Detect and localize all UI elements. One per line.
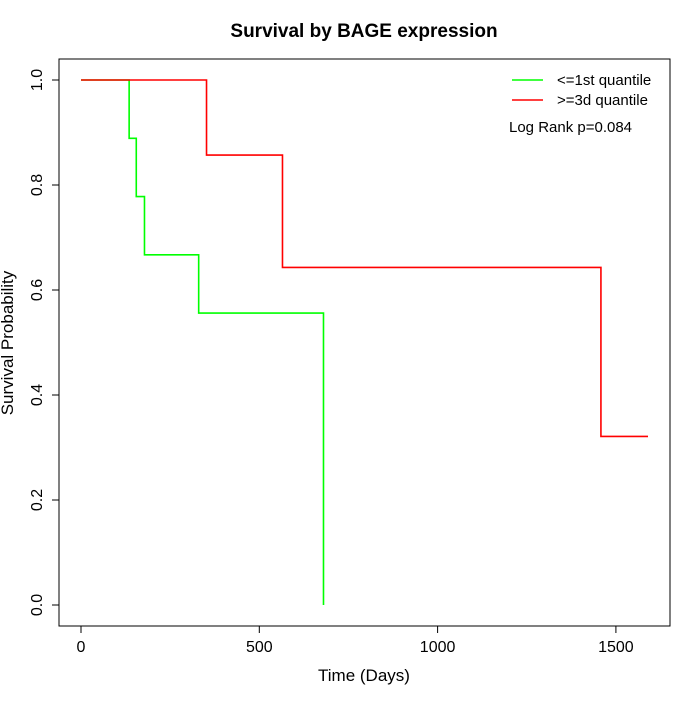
y-tick-label: 1.0 xyxy=(29,69,46,91)
legend-label: >=3d quantile xyxy=(557,92,648,109)
x-tick-label: 0 xyxy=(77,639,86,656)
chart-title: Survival by BAGE expression xyxy=(230,21,497,42)
y-axis-label: Survival Probability xyxy=(0,270,17,415)
survival-curve-2 xyxy=(81,79,648,438)
legend-label: <=1st quantile xyxy=(557,72,651,89)
x-tick-label: 500 xyxy=(246,639,273,656)
plot-frame xyxy=(58,58,671,627)
x-tick-label: 1500 xyxy=(598,639,634,656)
y-tick-label: 0.6 xyxy=(29,279,46,301)
series-layer xyxy=(81,79,648,605)
legend: <=1st quantile >=3d quantile xyxy=(512,72,651,109)
log-rank-annotation: Log Rank p=0.084 xyxy=(509,119,632,136)
y-tick-label: 0.8 xyxy=(29,174,46,196)
x-tick-label: 1000 xyxy=(420,639,456,656)
y-tick-label: 0.4 xyxy=(29,384,46,406)
y-axis: 0.0 0.2 0.4 0.6 0.8 1.0 xyxy=(29,69,60,616)
survival-curve-1 xyxy=(81,79,325,605)
x-axis: 0 500 1000 1500 xyxy=(77,625,634,656)
x-axis-label: Time (Days) xyxy=(318,666,410,685)
y-tick-label: 0.0 xyxy=(29,594,46,616)
y-tick-label: 0.2 xyxy=(29,489,46,511)
